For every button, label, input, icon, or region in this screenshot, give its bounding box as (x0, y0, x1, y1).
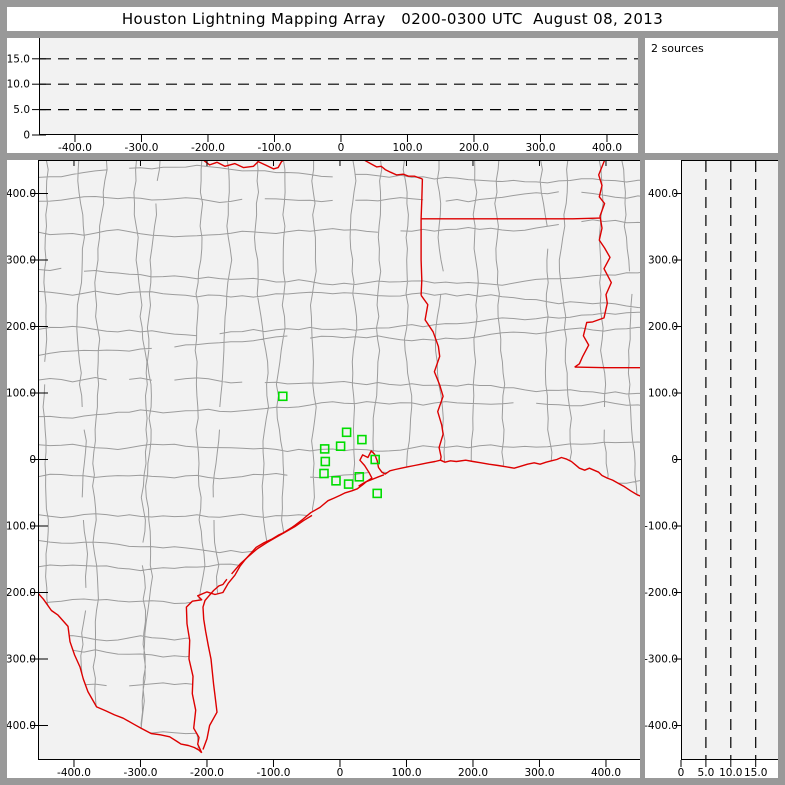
x-tick-label: 200.0 (459, 142, 489, 153)
y-tick-label: 0 (23, 130, 30, 142)
x-tick-label: 300.0 (525, 142, 555, 153)
x-tick-label: 15.0 (744, 767, 767, 778)
station-marker (370, 454, 381, 465)
plan-view-map-plot[interactable]: 400.0 300.0 200.0 100.0 0 -100.0 -200.0 -300.0 -… (7, 160, 640, 778)
x-tick-label: 100.0 (392, 142, 422, 153)
border-padre-island (202, 578, 228, 750)
x-tick-label: 400.0 (591, 767, 621, 778)
border-coastline (185, 450, 640, 754)
y-tick-label: 5.0 (13, 104, 30, 116)
panel-altitude-vs-northsouth[interactable]: 400.0 300.0 200.0 100.0 0 -100.0 -200.0 -300.0 -… (645, 160, 778, 778)
x-tick-label: -400.0 (58, 142, 92, 153)
state-borders (38, 160, 640, 754)
x-tick-label: 400.0 (592, 142, 622, 153)
y-tick-label: -200.0 (645, 587, 678, 599)
station-marker (320, 456, 331, 467)
title-bar: Houston Lightning Mapping Array 0200-030… (7, 7, 778, 31)
panel-altitude-vs-eastwest[interactable]: 0 5.0 10.0 15.0 -400.0 -300.0 -200.0 -100.0 0 100… (7, 38, 638, 153)
y-tick-label: 100.0 (648, 388, 678, 400)
border-tx-ar-vertical (420, 178, 424, 296)
border-red-river-west (203, 160, 284, 170)
station-marker (354, 471, 365, 482)
border-matagorda-island (231, 514, 313, 575)
station-marker (319, 444, 330, 454)
x-tick-label: 0 (678, 767, 685, 778)
x-tick-label: -400.0 (57, 767, 91, 778)
x-tick-label: 5.0 (698, 767, 715, 778)
y-tick-label: 200.0 (7, 321, 36, 333)
panel-source-count: 2 sources (645, 38, 778, 153)
x-tick-label: 0 (337, 767, 344, 778)
x-tick-label: 200.0 (458, 767, 488, 778)
station-marker (331, 475, 341, 486)
y-tick-label: 300.0 (648, 255, 678, 267)
y-tick-label: 10.0 (7, 79, 30, 91)
plot-background (681, 160, 778, 760)
y-tick-label: 300.0 (7, 255, 36, 267)
station-marker (372, 488, 383, 499)
y-tick-label: -100.0 (7, 521, 36, 533)
x-tick-label: -200.0 (190, 767, 224, 778)
source-count-label: 2 sources (651, 42, 704, 55)
x-tick-label: 0 (338, 142, 345, 153)
y-tick-label: -300.0 (7, 654, 36, 666)
border-galveston-island (358, 474, 385, 487)
y-tick-label: -100.0 (645, 521, 678, 533)
y-tick-label: 400.0 (648, 188, 678, 200)
station-marker (277, 391, 288, 402)
y-tick-label: -400.0 (7, 720, 36, 732)
y-tick-label: 0 (29, 454, 36, 466)
x-tick-label: -100.0 (258, 142, 292, 153)
x-tick-label: 300.0 (524, 767, 554, 778)
y-tick-label: -300.0 (645, 654, 678, 666)
station-marker (341, 427, 352, 438)
panel-plan-view-map[interactable]: 400.0 300.0 200.0 100.0 0 -100.0 -200.0 -300.0 -… (7, 160, 640, 778)
x-tick-label: -300.0 (125, 142, 159, 153)
y-tick-label: -200.0 (7, 587, 36, 599)
lma-stations (277, 391, 383, 499)
y-tick-label: 15.0 (7, 53, 30, 65)
border-ar-la-line (421, 217, 601, 220)
border-rio-grande (38, 592, 203, 754)
y-tick-label: -400.0 (645, 720, 678, 732)
x-tick-label: -100.0 (257, 767, 291, 778)
border-ms-la-line (574, 366, 640, 369)
station-marker (335, 441, 346, 452)
border-red-river-east (364, 160, 423, 180)
station-marker (319, 468, 329, 479)
x-tick-label: 100.0 (391, 767, 421, 778)
x-tick-label: -300.0 (124, 767, 158, 778)
y-tick-label: 0 (671, 454, 678, 466)
station-marker (357, 434, 367, 445)
border-mississippi-river (574, 160, 612, 368)
y-tick-label: 200.0 (648, 321, 678, 333)
window-title: Houston Lightning Mapping Array 0200-030… (121, 10, 664, 28)
plot-background (39, 38, 638, 135)
station-marker (343, 479, 354, 489)
border-sabine-river (420, 294, 444, 461)
y-tick-label: 400.0 (7, 188, 36, 200)
altitude-northsouth-plot[interactable]: 400.0 300.0 200.0 100.0 0 -100.0 -200.0 -300.0 -… (645, 160, 778, 778)
map-background (38, 160, 640, 760)
x-tick-label: -200.0 (191, 142, 225, 153)
y-tick-label: 100.0 (7, 388, 36, 400)
altitude-eastwest-plot[interactable]: 0 5.0 10.0 15.0 -400.0 -300.0 -200.0 -100.0 0 100… (7, 38, 638, 153)
x-tick-label: 10.0 (719, 767, 742, 778)
